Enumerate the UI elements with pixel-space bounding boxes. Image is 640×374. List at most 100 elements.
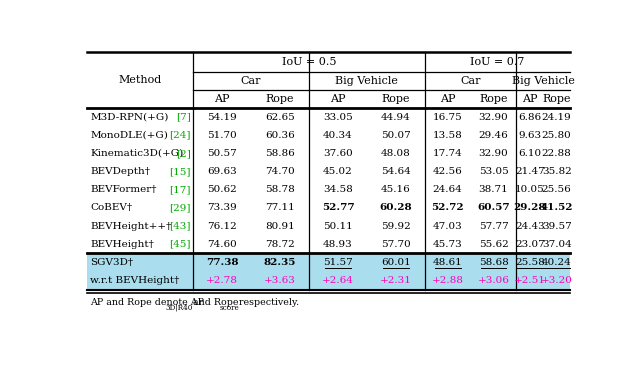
- Text: 50.62: 50.62: [207, 185, 237, 194]
- Text: 58.86: 58.86: [265, 149, 295, 158]
- Text: BEVHeight†: BEVHeight†: [90, 240, 154, 249]
- Text: 32.90: 32.90: [479, 113, 508, 122]
- Text: 37.04: 37.04: [542, 240, 572, 249]
- Text: [17]: [17]: [169, 185, 191, 194]
- Text: 55.62: 55.62: [479, 240, 508, 249]
- Text: 42.56: 42.56: [433, 167, 463, 176]
- Text: 35.82: 35.82: [542, 167, 572, 176]
- Text: Big Vehicle: Big Vehicle: [512, 76, 575, 86]
- Text: 80.91: 80.91: [265, 221, 295, 231]
- Text: 24.43: 24.43: [515, 221, 545, 231]
- Text: AP: AP: [214, 94, 230, 104]
- Text: +3.06: +3.06: [477, 276, 509, 285]
- Text: 51.70: 51.70: [207, 131, 237, 140]
- Text: +2.64: +2.64: [322, 276, 354, 285]
- Text: 69.63: 69.63: [207, 167, 237, 176]
- Text: 6.10: 6.10: [518, 149, 541, 158]
- Text: 29.46: 29.46: [479, 131, 508, 140]
- Text: Big Vehicle: Big Vehicle: [335, 76, 398, 86]
- Text: 48.93: 48.93: [323, 240, 353, 249]
- Text: +2.78: +2.78: [206, 276, 238, 285]
- Text: 74.60: 74.60: [207, 240, 237, 249]
- Text: 23.07: 23.07: [515, 240, 545, 249]
- Text: 54.64: 54.64: [381, 167, 411, 176]
- Text: 45.73: 45.73: [433, 240, 463, 249]
- Text: MonoDLE(+G): MonoDLE(+G): [90, 131, 168, 140]
- Text: 16.75: 16.75: [433, 113, 463, 122]
- Text: 33.05: 33.05: [323, 113, 353, 122]
- Text: 25.58: 25.58: [515, 258, 545, 267]
- Text: [24]: [24]: [169, 131, 191, 140]
- Text: 52.72: 52.72: [431, 203, 464, 212]
- Text: M3D-RPN(+G): M3D-RPN(+G): [90, 113, 169, 122]
- Text: 38.71: 38.71: [479, 185, 508, 194]
- Text: 51.57: 51.57: [323, 258, 353, 267]
- Text: 77.38: 77.38: [206, 258, 238, 267]
- Text: 48.61: 48.61: [433, 258, 463, 267]
- Text: +3.20: +3.20: [541, 276, 573, 285]
- Text: Car: Car: [241, 76, 261, 86]
- Text: [43]: [43]: [169, 221, 191, 231]
- Text: Kinematic3D(+G): Kinematic3D(+G): [90, 149, 184, 158]
- Text: 78.72: 78.72: [265, 240, 295, 249]
- Text: AP: AP: [330, 94, 346, 104]
- Text: 10.05: 10.05: [515, 185, 545, 194]
- Text: 50.57: 50.57: [207, 149, 237, 158]
- Text: AP and Rope denote AP: AP and Rope denote AP: [90, 298, 204, 307]
- Text: +2.88: +2.88: [432, 276, 463, 285]
- Text: respectively.: respectively.: [236, 298, 300, 307]
- Text: SGV3D†: SGV3D†: [90, 258, 134, 267]
- Text: 62.65: 62.65: [265, 113, 295, 122]
- Text: +3.63: +3.63: [264, 276, 296, 285]
- Text: [2]: [2]: [176, 149, 191, 158]
- Text: 40.34: 40.34: [323, 131, 353, 140]
- Text: 47.03: 47.03: [433, 221, 463, 231]
- Text: BEVDepth†: BEVDepth†: [90, 167, 150, 176]
- Text: 39.57: 39.57: [542, 221, 572, 231]
- FancyBboxPatch shape: [88, 253, 570, 289]
- Text: 50.11: 50.11: [323, 221, 353, 231]
- Text: BEVHeight++†: BEVHeight++†: [90, 221, 172, 231]
- Text: 60.28: 60.28: [380, 203, 412, 212]
- Text: and Rope: and Rope: [189, 298, 238, 307]
- Text: 21.47: 21.47: [515, 167, 545, 176]
- Text: IoU = 0.5: IoU = 0.5: [282, 57, 336, 67]
- Text: 74.70: 74.70: [265, 167, 295, 176]
- Text: Rope: Rope: [479, 94, 508, 104]
- Text: 60.01: 60.01: [381, 258, 411, 267]
- Text: 22.88: 22.88: [542, 149, 572, 158]
- Text: 44.94: 44.94: [381, 113, 411, 122]
- Text: 53.05: 53.05: [479, 167, 508, 176]
- Text: CoBEV†: CoBEV†: [90, 203, 132, 212]
- Text: 45.16: 45.16: [381, 185, 411, 194]
- Text: 76.12: 76.12: [207, 221, 237, 231]
- Text: [15]: [15]: [169, 167, 191, 176]
- Text: +2.31: +2.31: [380, 276, 412, 285]
- Text: Car: Car: [460, 76, 481, 86]
- Text: 32.90: 32.90: [479, 149, 508, 158]
- Text: [45]: [45]: [169, 240, 191, 249]
- Text: 59.92: 59.92: [381, 221, 411, 231]
- Text: 34.58: 34.58: [323, 185, 353, 194]
- Text: score: score: [220, 304, 239, 312]
- Text: 24.64: 24.64: [433, 185, 463, 194]
- Text: BEVFormer†: BEVFormer†: [90, 185, 157, 194]
- Text: [7]: [7]: [176, 113, 191, 122]
- Text: 60.36: 60.36: [265, 131, 295, 140]
- Text: Rope: Rope: [266, 94, 294, 104]
- Text: 45.02: 45.02: [323, 167, 353, 176]
- Text: 17.74: 17.74: [433, 149, 463, 158]
- Text: 77.11: 77.11: [265, 203, 295, 212]
- Text: +2.51: +2.51: [514, 276, 546, 285]
- Text: 52.77: 52.77: [322, 203, 355, 212]
- Text: 41.52: 41.52: [540, 203, 573, 212]
- Text: 54.19: 54.19: [207, 113, 237, 122]
- Text: 6.86: 6.86: [518, 113, 541, 122]
- Text: IoU = 0.7: IoU = 0.7: [470, 57, 525, 67]
- Text: 37.60: 37.60: [323, 149, 353, 158]
- Text: AP: AP: [440, 94, 456, 104]
- Text: 9.63: 9.63: [518, 131, 541, 140]
- Text: 25.56: 25.56: [542, 185, 572, 194]
- Text: 40.24: 40.24: [542, 258, 572, 267]
- Text: 13.58: 13.58: [433, 131, 463, 140]
